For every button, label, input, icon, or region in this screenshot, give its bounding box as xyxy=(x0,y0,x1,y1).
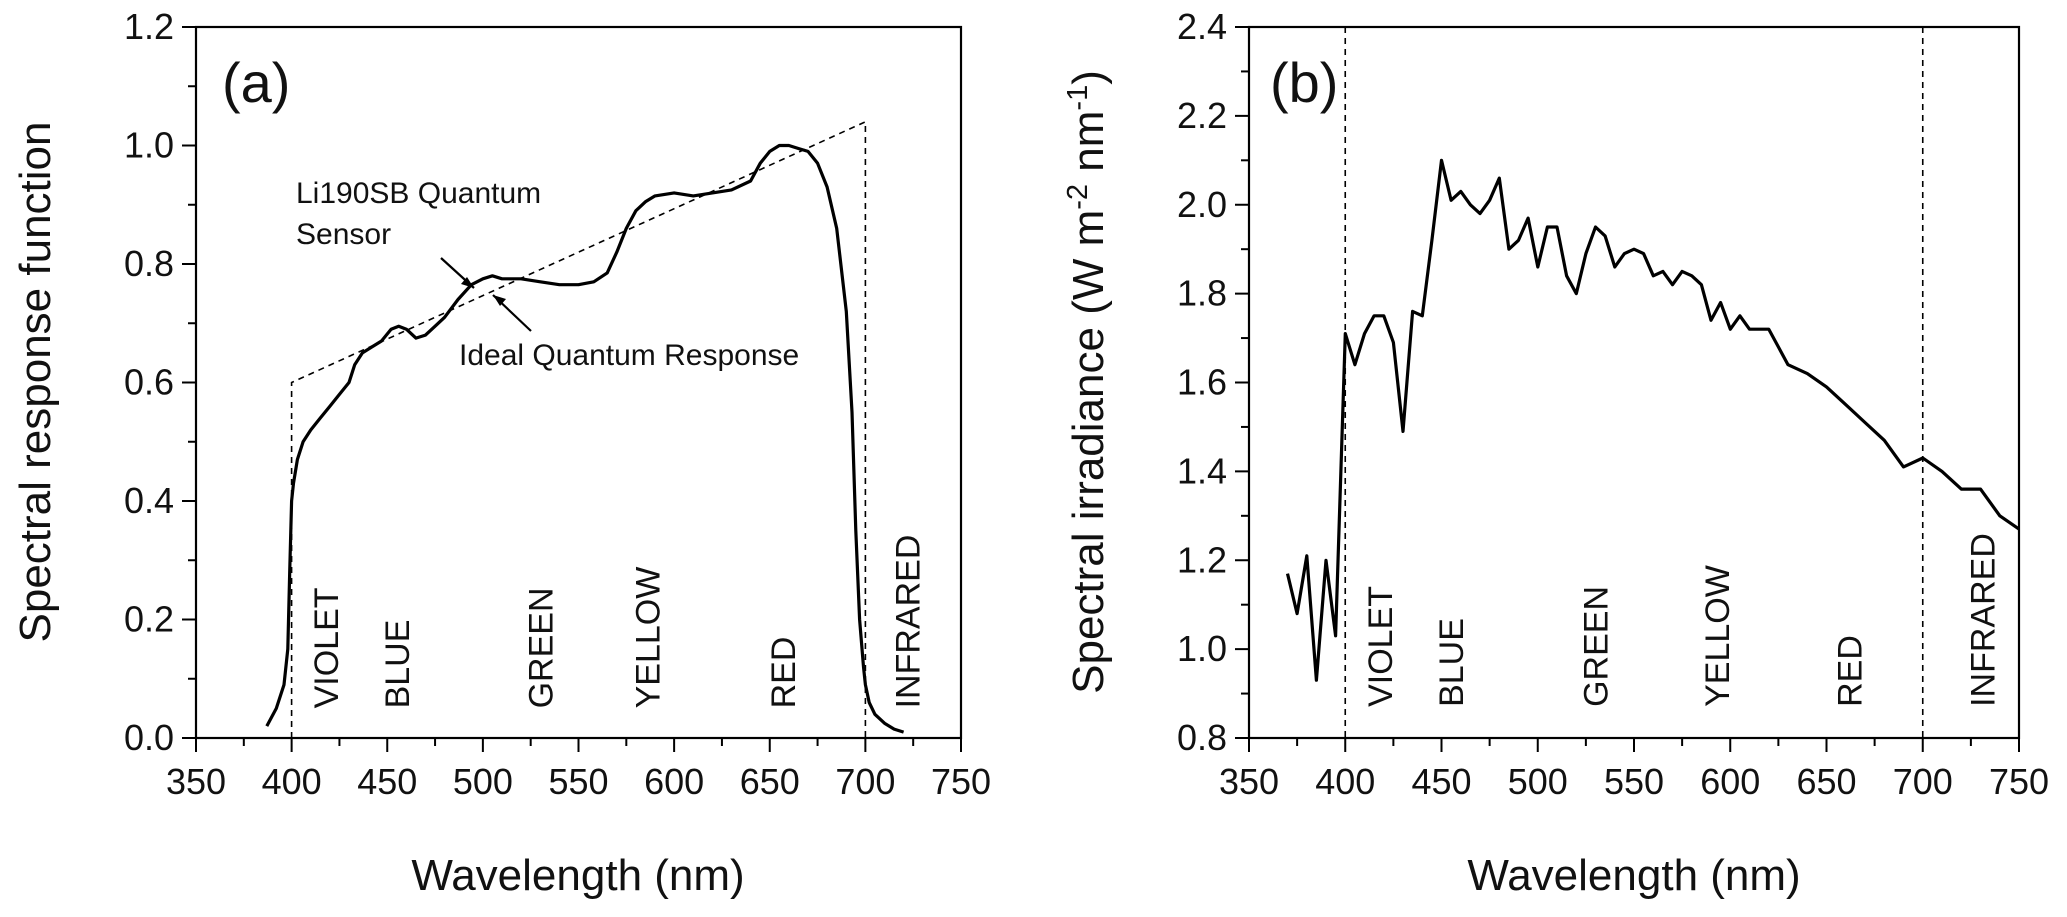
sensor-annotation-arrowhead xyxy=(461,277,474,288)
y-tick-label: 1.2 xyxy=(1177,539,1227,580)
ideal-response-annotation: Ideal Quantum Response xyxy=(459,339,799,372)
x-tick-label: 350 xyxy=(166,761,226,802)
x-tick-label: 400 xyxy=(262,761,322,802)
x-tick-label: 600 xyxy=(644,761,704,802)
panel-b-y-axis-title: Spectral irradiance (W m-2 nm-1) xyxy=(1062,70,1113,694)
y-tick-label: 2.2 xyxy=(1177,95,1227,136)
y-tick-label: 0.0 xyxy=(124,717,174,758)
y-tick-label: 1.4 xyxy=(1177,450,1227,491)
band-label: INFRARED xyxy=(1964,533,2002,707)
x-tick-label: 450 xyxy=(357,761,417,802)
y-tick-label: 2.0 xyxy=(1177,184,1227,225)
band-label: BLUE xyxy=(1433,618,1471,707)
y-tick-label: 1.8 xyxy=(1177,273,1227,314)
sensor-annotation-line-2: Sensor xyxy=(296,218,391,251)
band-label: BLUE xyxy=(379,620,417,709)
band-label: VIOLET xyxy=(1362,586,1400,707)
y-title-superscript-2: -1 xyxy=(1062,85,1094,111)
band-label: INFRARED xyxy=(890,535,928,709)
band-label: RED xyxy=(1832,635,1870,707)
y-tick-label: 2.4 xyxy=(1177,6,1227,47)
panel-b-x-axis-title: Wavelength (nm) xyxy=(1467,851,1800,900)
x-tick-label: 750 xyxy=(931,761,991,802)
x-tick-label: 500 xyxy=(1508,761,1568,802)
ideal-response-dashed-line xyxy=(290,120,867,738)
y-title-part-3: ) xyxy=(1064,70,1113,85)
band-label: GREEN xyxy=(1578,586,1616,707)
y-tick-label: 0.8 xyxy=(124,243,174,284)
band-label: YELLOW xyxy=(1699,565,1737,707)
y-title-part-1: Spectral irradiance (W m xyxy=(1064,210,1113,694)
x-tick-label: 500 xyxy=(453,761,513,802)
y-title-part-2: nm xyxy=(1064,111,1113,184)
y-tick-label: 0.6 xyxy=(124,362,174,403)
series-line xyxy=(1285,158,2020,682)
x-tick-label: 450 xyxy=(1411,761,1471,802)
x-tick-label: 700 xyxy=(1893,761,1953,802)
y-tick-label: 1.2 xyxy=(124,6,174,47)
x-tick-label: 650 xyxy=(740,761,800,802)
y-tick-label: 1.6 xyxy=(1177,362,1227,403)
y-tick-label: 1.0 xyxy=(124,125,174,166)
x-tick-label: 400 xyxy=(1315,761,1375,802)
x-tick-label: 650 xyxy=(1796,761,1856,802)
y-tick-label: 0.4 xyxy=(124,480,174,521)
x-tick-label: 750 xyxy=(1989,761,2049,802)
panel-a-x-axis-title: Wavelength (nm) xyxy=(411,851,744,900)
y-title-superscript-1: -2 xyxy=(1062,184,1094,210)
x-tick-label: 550 xyxy=(1604,761,1664,802)
panel-a-y-axis-title: Spectral response function xyxy=(11,122,60,643)
x-tick-label: 600 xyxy=(1700,761,1760,802)
x-tick-label: 350 xyxy=(1219,761,1279,802)
x-tick-label: 700 xyxy=(835,761,895,802)
x-tick-label: 550 xyxy=(548,761,608,802)
band-label: YELLOW xyxy=(629,567,667,709)
panel-b-spectral-irradiance-chart: 350 400 450 500 550 600 650 700 750 0.8 1.0 1.2 1.4… xyxy=(1062,6,2049,900)
band-label: GREEN xyxy=(522,587,560,708)
y-tick-label: 0.8 xyxy=(1177,717,1227,758)
panel-b-label: (b) xyxy=(1270,51,1338,114)
ideal-annotation-arrowhead xyxy=(493,295,506,306)
sensor-annotation-line-1: Li190SB Quantum xyxy=(296,177,541,210)
panel-a-label: (a) xyxy=(222,51,290,114)
y-tick-label: 0.2 xyxy=(124,599,174,640)
y-tick-label: 1.0 xyxy=(1177,628,1227,669)
panel-a-spectral-response-chart: 350 400 450 500 550 600 650 700 750 0.0 0.2 0.4 0.6… xyxy=(11,6,991,900)
band-label: VIOLET xyxy=(308,587,346,708)
band-label: RED xyxy=(765,637,803,709)
series-line xyxy=(265,143,905,734)
